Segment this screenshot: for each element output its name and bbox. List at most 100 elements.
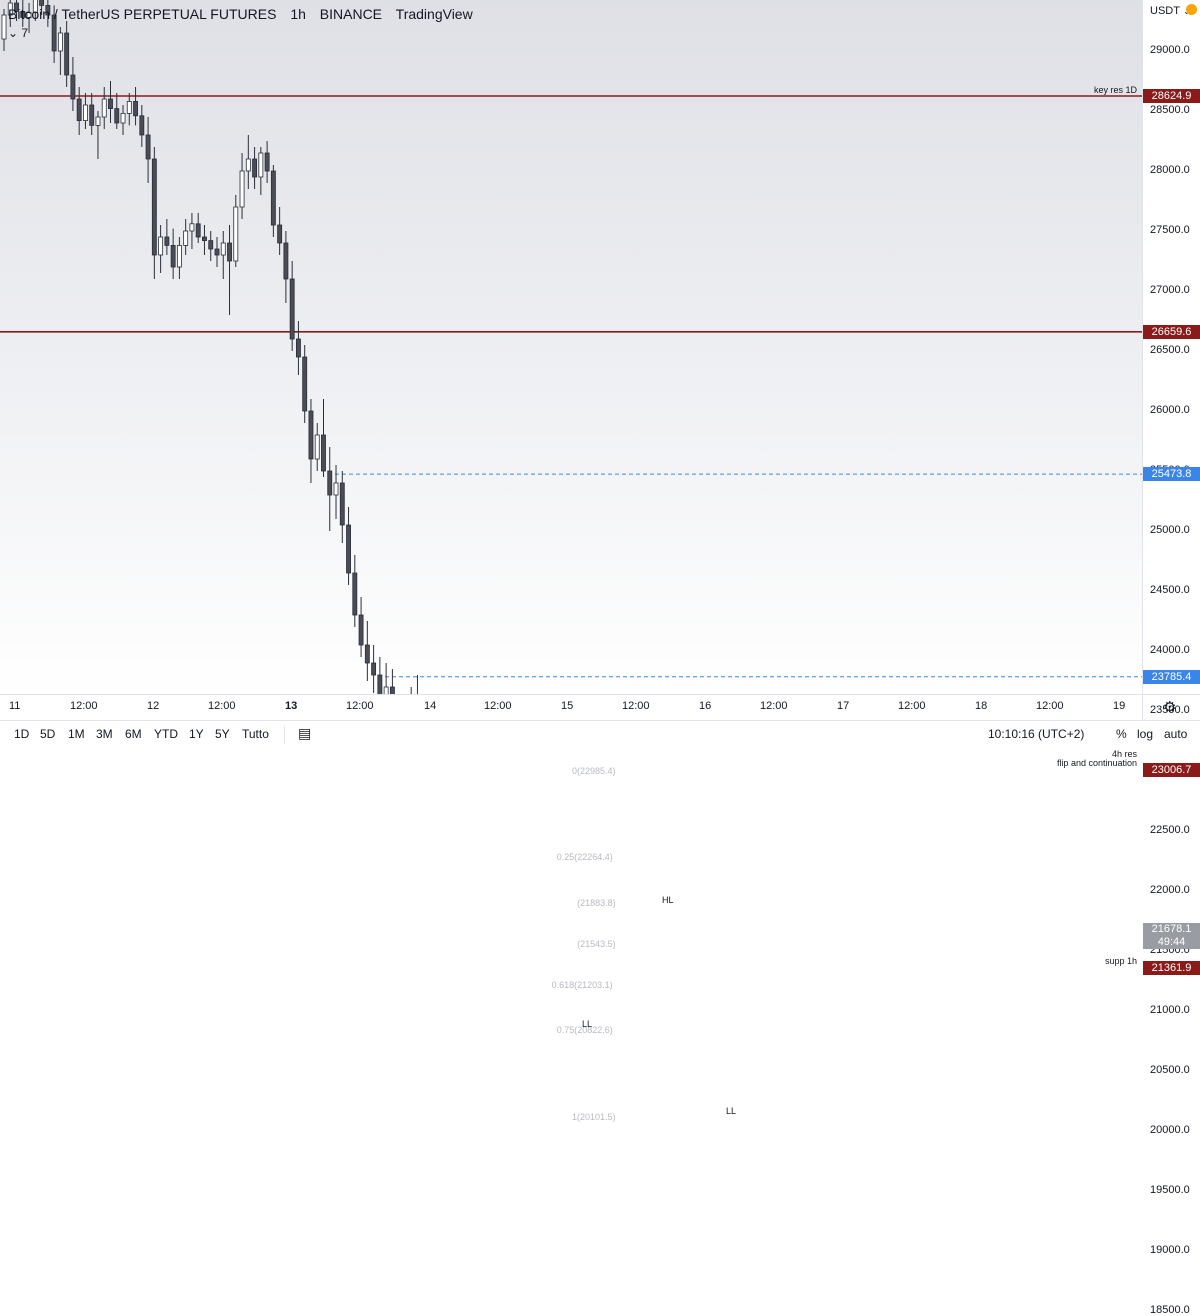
price-tag[interactable]: 23006.7 (1143, 763, 1200, 778)
candle[interactable] (277, 207, 283, 255)
candle[interactable] (283, 231, 289, 303)
candle[interactable] (308, 399, 314, 483)
candle[interactable] (32, 0, 38, 21)
candle[interactable] (183, 219, 189, 255)
price-tag[interactable]: 23785.4 (1143, 669, 1200, 684)
candle[interactable] (120, 105, 126, 135)
candle[interactable] (7, 0, 13, 27)
candle[interactable] (114, 93, 120, 129)
legend-toggle[interactable]: ⌄ 7 (8, 26, 29, 40)
log-toggle[interactable]: log (1137, 727, 1154, 741)
candle[interactable] (245, 135, 251, 189)
candle[interactable] (389, 669, 395, 694)
candle[interactable] (415, 675, 419, 694)
candle[interactable] (227, 225, 232, 315)
timeframe-button[interactable]: YTD (154, 727, 178, 741)
candle[interactable] (170, 228, 176, 279)
alert-dot-icon[interactable] (1186, 4, 1197, 15)
candle[interactable] (145, 117, 151, 183)
candle[interactable] (346, 507, 351, 585)
fib-level-label: (21543.5) (577, 938, 616, 949)
candle[interactable] (333, 465, 339, 519)
candle[interactable] (76, 87, 82, 135)
candle[interactable] (64, 21, 70, 87)
candle[interactable] (383, 663, 389, 694)
candle[interactable] (158, 225, 164, 273)
candle[interactable] (258, 147, 264, 195)
current-price-tag[interactable]: 21678.1 49:44 (1143, 922, 1200, 949)
price-chart[interactable] (0, 0, 1142, 694)
candle[interactable] (314, 423, 320, 471)
time-axis[interactable] (0, 694, 1142, 721)
candle[interactable] (195, 213, 201, 243)
auto-toggle[interactable]: auto (1164, 727, 1188, 741)
candle[interactable] (51, 5, 57, 63)
candle[interactable] (89, 93, 95, 135)
price-tag[interactable]: 25473.8 (1143, 467, 1200, 482)
timeframe-button[interactable]: 6M (125, 727, 142, 741)
price-scale[interactable] (1142, 0, 1200, 694)
date-range-icon[interactable]: ▤ (298, 725, 312, 741)
candle[interactable] (364, 621, 370, 681)
timeframe-button[interactable]: 5D (40, 727, 56, 741)
candle[interactable] (101, 87, 107, 129)
candle[interactable] (83, 93, 88, 129)
clock-label[interactable]: 10:10:16 (UTC+2) (988, 727, 1085, 741)
candle[interactable] (220, 231, 226, 279)
chart-area[interactable] (0, 0, 1142, 694)
candle[interactable] (95, 111, 101, 159)
timeframe-button[interactable]: 3M (96, 727, 113, 741)
timeframe-button[interactable]: Tutto (242, 727, 269, 741)
timeframe-button[interactable]: 1M (68, 727, 85, 741)
price-tag[interactable]: 26659.6 (1143, 324, 1200, 339)
candle[interactable] (57, 27, 63, 75)
candle[interactable] (214, 237, 220, 267)
candle[interactable] (139, 105, 145, 147)
time-tick-label: 16 (699, 700, 712, 712)
candle[interactable] (176, 237, 182, 279)
candle[interactable] (39, 0, 45, 15)
candle[interactable] (377, 657, 383, 694)
candle[interactable] (14, 0, 19, 21)
gear-icon[interactable]: ⚙ (1163, 699, 1177, 716)
candle[interactable] (108, 81, 113, 123)
candle[interactable] (252, 147, 258, 189)
candle[interactable] (371, 645, 377, 693)
percent-toggle[interactable]: % (1116, 727, 1127, 741)
candle[interactable] (409, 687, 413, 694)
time-tick-label: 12:00 (622, 700, 650, 712)
candle[interactable] (26, 3, 32, 33)
candle[interactable] (1, 9, 7, 51)
price-tag[interactable]: 28624.9 (1143, 89, 1200, 103)
candle[interactable] (164, 219, 170, 255)
candle[interactable] (302, 345, 308, 423)
candle[interactable] (151, 147, 157, 279)
candle[interactable] (321, 399, 326, 477)
candle[interactable] (289, 261, 295, 351)
candle[interactable] (352, 555, 358, 627)
timeframe-button[interactable]: 1D (14, 727, 30, 741)
candle[interactable] (239, 153, 245, 219)
candle[interactable] (264, 141, 270, 183)
symbol-name[interactable]: Bitcoin / TetherUS PERPETUAL FUTURES (8, 6, 277, 22)
candle[interactable] (45, 0, 51, 27)
currency-selector[interactable]: USDT ⌄ (1150, 5, 1190, 17)
candle[interactable] (70, 57, 76, 111)
timeframe-button[interactable]: 1Y (189, 727, 204, 741)
interval-label[interactable]: 1h (290, 6, 306, 22)
candle[interactable] (327, 447, 333, 531)
price-tag[interactable]: 21361.9 (1143, 960, 1200, 975)
timeframe-button[interactable]: 5Y (215, 727, 230, 741)
candle[interactable] (339, 471, 345, 543)
candle[interactable] (20, 0, 26, 27)
candle[interactable] (133, 87, 138, 126)
candle[interactable] (233, 195, 239, 267)
candle[interactable] (358, 597, 364, 657)
candle[interactable] (189, 213, 195, 249)
candle[interactable] (270, 165, 276, 237)
candle[interactable] (295, 321, 301, 375)
chart-settings-corner[interactable]: ⚙ (1142, 694, 1200, 721)
candle[interactable] (208, 231, 214, 261)
candle[interactable] (202, 225, 207, 255)
candle[interactable] (126, 93, 132, 126)
